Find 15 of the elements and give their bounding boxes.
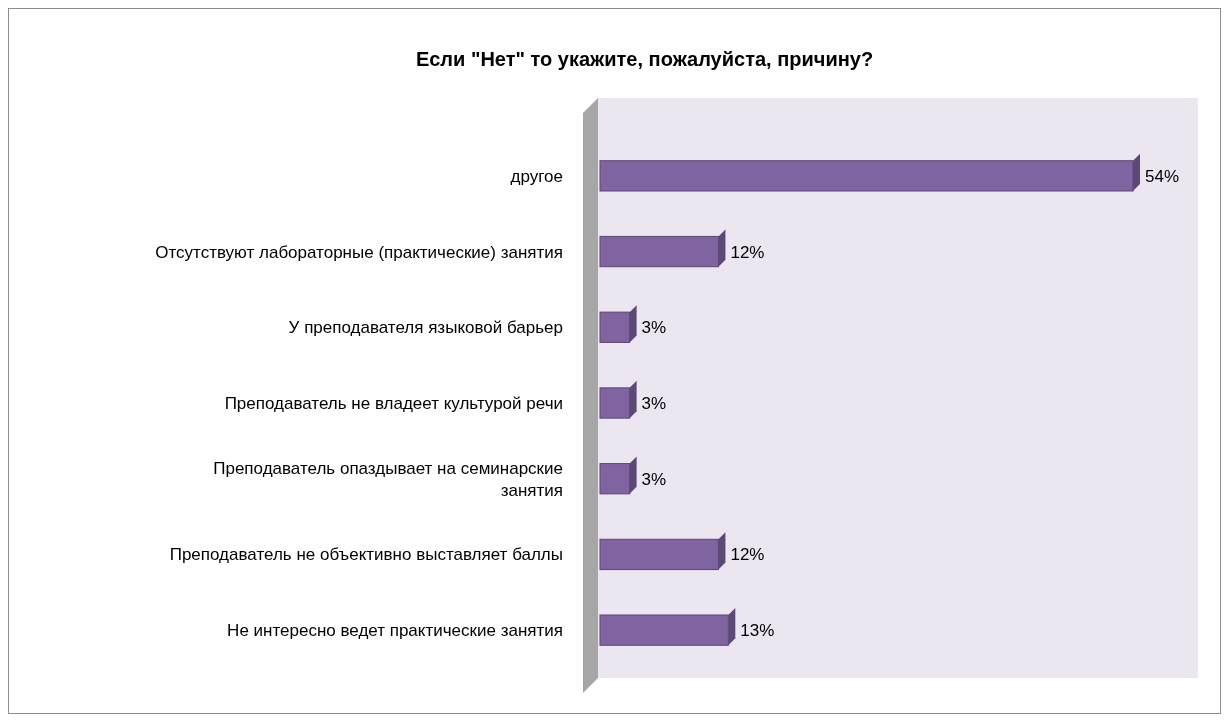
data-label: 3% bbox=[641, 318, 667, 338]
data-label: 12% bbox=[730, 545, 765, 565]
y-tick-label: Преподаватель не владеет культурой речи bbox=[224, 394, 563, 413]
y-tick-label: У преподавателя языковой барьер bbox=[288, 318, 563, 338]
data-label: 3% bbox=[641, 469, 667, 489]
y-tick-label: другое bbox=[510, 166, 563, 186]
data-label: 54% bbox=[1145, 166, 1180, 186]
data-label: 13% bbox=[740, 621, 775, 641]
chart-title: Если "Нет" то укажите, пожалуйста, причину? bbox=[415, 48, 874, 70]
y-tick-label: Не интересно ведет практические занятия bbox=[227, 621, 563, 641]
y-tick-label: Преподаватель опаздывает на семинарские занятия bbox=[213, 458, 563, 500]
y-tick-label: Преподаватель не объективно выставляет баллы bbox=[169, 545, 563, 565]
data-label: 12% bbox=[730, 242, 765, 262]
data-label: 3% bbox=[641, 394, 667, 413]
y-tick-label: Отсутствуют лабораторные (практические) занятия bbox=[155, 242, 563, 262]
